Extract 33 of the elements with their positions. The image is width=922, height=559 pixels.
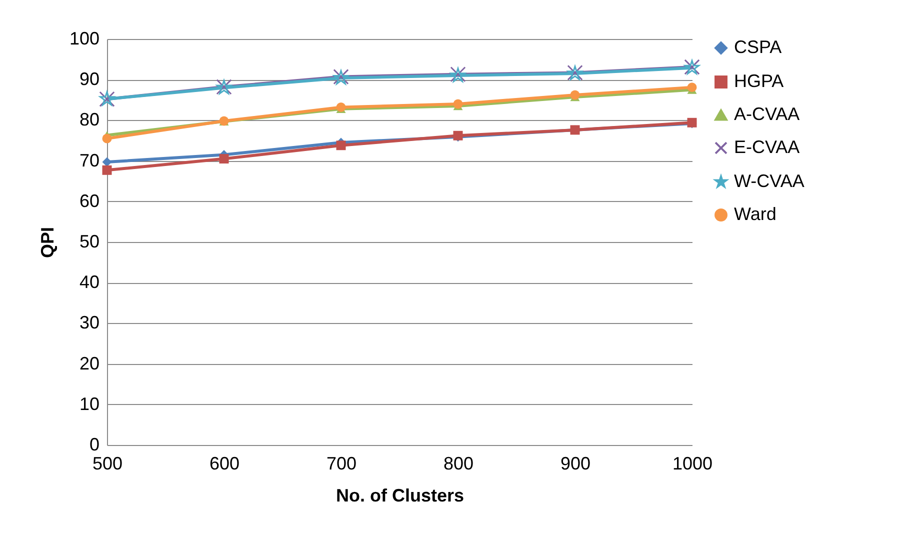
legend-label: W-CVAA <box>734 171 804 191</box>
point <box>336 102 346 112</box>
point <box>453 99 463 109</box>
y-tick-label: 100 <box>69 28 100 48</box>
y-tick-label: 0 <box>89 434 100 454</box>
y-axis-title: QPI <box>37 226 58 258</box>
y-tick-label: 60 <box>79 190 100 211</box>
y-tick-label: 20 <box>79 353 100 374</box>
point <box>570 90 580 100</box>
x-tick-label: 600 <box>209 454 240 474</box>
point <box>102 165 112 175</box>
x-tick-label: 900 <box>560 454 591 474</box>
y-tick-label: 40 <box>79 272 100 292</box>
x-tick-label: 800 <box>443 454 474 474</box>
y-tick-label: 50 <box>79 232 100 252</box>
x-tick-label: 500 <box>92 454 123 474</box>
y-tick-label: 10 <box>79 394 100 414</box>
x-axis-title: No. of Clusters <box>336 486 464 506</box>
y-tick-label: 90 <box>79 69 100 90</box>
y-tick-label: 80 <box>79 110 100 130</box>
x-tick-label: 700 <box>326 454 357 474</box>
point <box>219 154 229 164</box>
legend-label: Ward <box>734 204 776 224</box>
point <box>336 140 346 150</box>
point <box>102 157 112 167</box>
point <box>687 82 697 92</box>
y-tick-label: 30 <box>79 312 100 333</box>
legend-label: A-CVAA <box>734 104 800 124</box>
legend-label: CSPA <box>734 37 782 57</box>
y-tick-label: 70 <box>79 150 100 170</box>
legend-label: HGPA <box>734 71 784 91</box>
x-tick-label: 1000 <box>672 454 713 474</box>
legend-label: E-CVAA <box>734 137 800 157</box>
